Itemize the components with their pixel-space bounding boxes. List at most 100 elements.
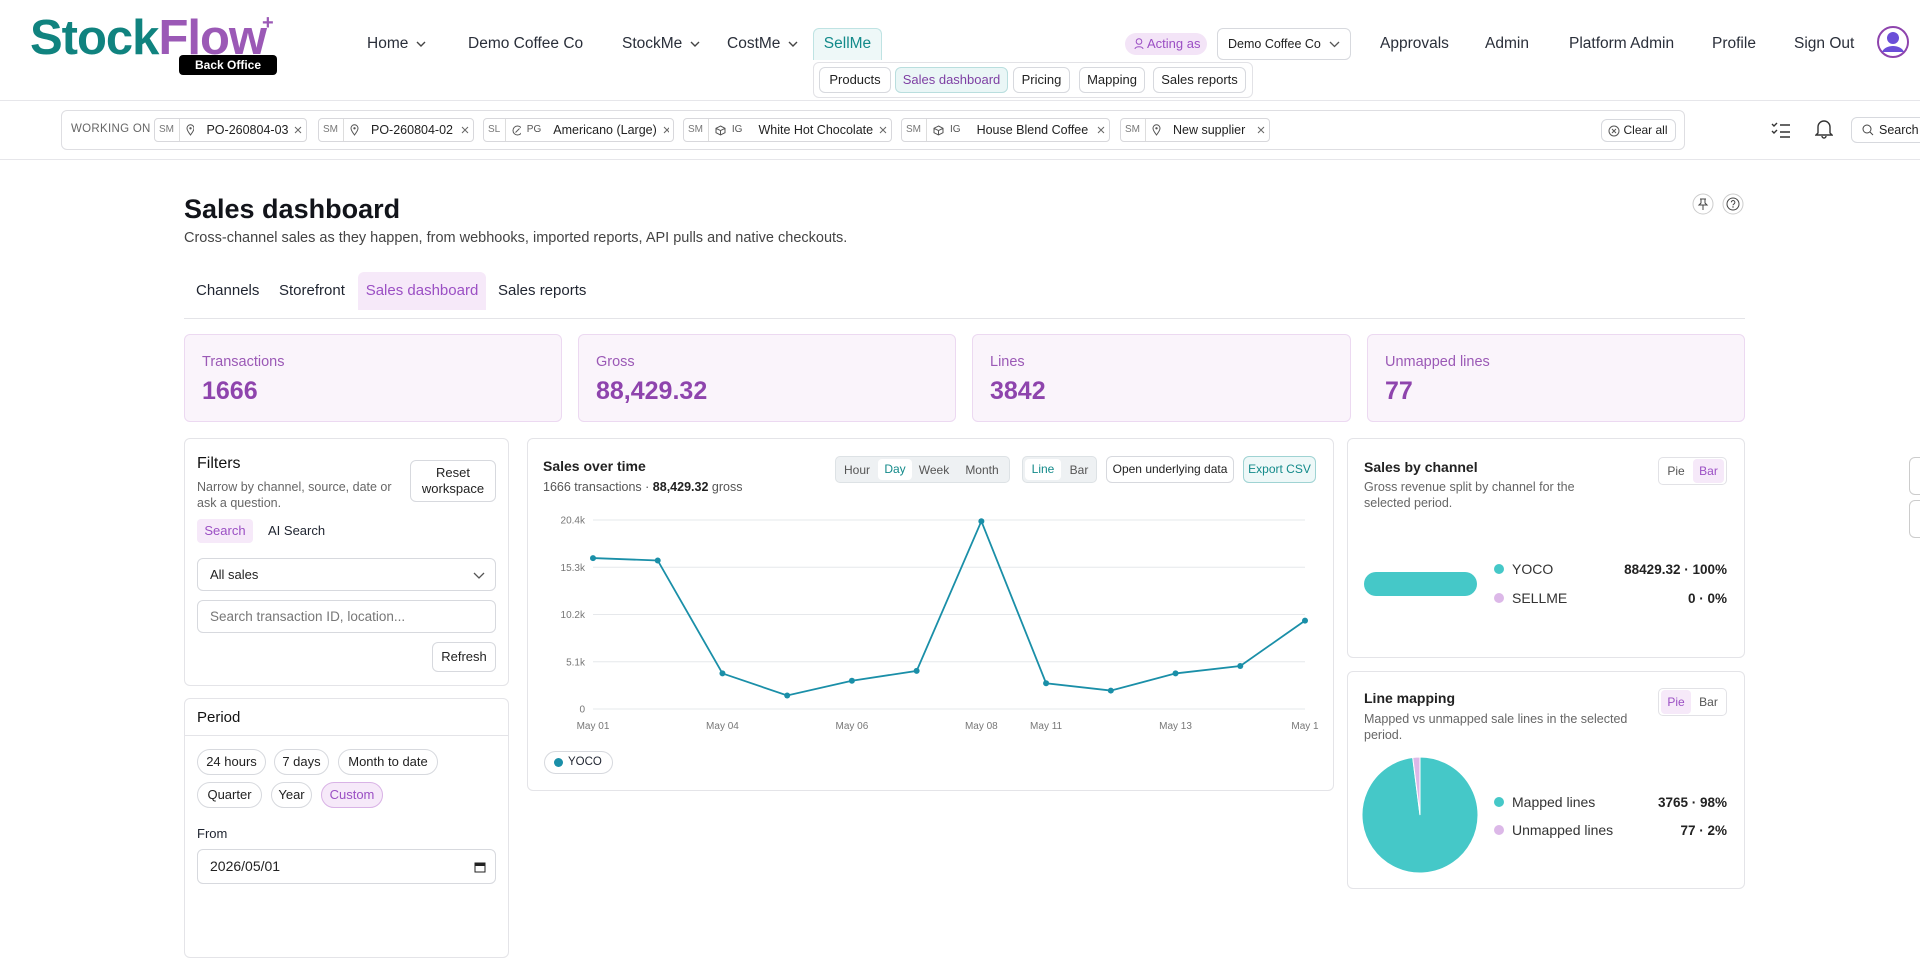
channel-title: Sales by channel [1364, 459, 1478, 475]
nav-item-active[interactable]: SellMe [813, 28, 882, 60]
kpi-label: Lines [990, 354, 1025, 370]
nav-item[interactable]: StockMe [622, 34, 700, 54]
from-date[interactable]: 2026/05/01 [197, 849, 496, 884]
close-icon[interactable] [1097, 126, 1105, 134]
chevron [690, 41, 700, 47]
kpi-label: Transactions [202, 354, 285, 370]
nav-label: StockMe [622, 35, 683, 52]
close-icon[interactable] [461, 126, 469, 134]
granularity-option[interactable]: Month [965, 463, 999, 477]
nav-item[interactable]: Demo Coffee Co [468, 35, 584, 52]
legend-item[interactable]: YOCO [544, 751, 613, 774]
chip-label: Americano (Large) [553, 123, 657, 137]
side-tab[interactable] [1909, 457, 1920, 495]
tab-active[interactable]: Sales dashboard [358, 272, 486, 310]
mode-tab[interactable]: AI Search [268, 523, 326, 538]
kpi-card: Lines 3842 [972, 334, 1351, 422]
pin-button[interactable] [1692, 193, 1714, 215]
kpi-value: 88,429.32 [596, 377, 708, 405]
toggle-option[interactable]: Bar [1699, 695, 1718, 709]
pin-icon [186, 124, 195, 136]
chip[interactable]: SM PO-260804-03 [154, 118, 307, 142]
refresh-button[interactable]: Refresh [432, 642, 496, 672]
calendar-icon [474, 862, 486, 873]
reset-workspace[interactable]: Reset workspace [410, 460, 496, 502]
box-icon [933, 124, 944, 136]
view-option[interactable]: Bar [1069, 463, 1089, 477]
subnav-item[interactable]: Sales reports [1153, 67, 1246, 93]
nav-item[interactable]: Home [367, 34, 426, 54]
close-icon[interactable] [1257, 126, 1265, 134]
toggle-option-active[interactable]: Pie [1661, 690, 1691, 714]
select-label: All sales [210, 567, 259, 582]
tabs-divider [184, 318, 1745, 319]
subnav-item[interactable]: Pricing [1013, 67, 1070, 93]
period-title: Period [197, 709, 241, 726]
chip-label: White Hot Chocolate [758, 123, 874, 137]
granularity-option[interactable]: Week [918, 463, 950, 477]
nav-item[interactable]: CostMe [727, 34, 798, 54]
toggle-option-active[interactable]: Bar [1693, 459, 1724, 483]
toggle-option[interactable]: Pie [1667, 464, 1685, 478]
nav-link[interactable]: Admin [1485, 35, 1529, 52]
nav-link[interactable]: Approvals [1380, 35, 1449, 52]
open-data-button[interactable]: Open underlying data [1106, 456, 1234, 483]
account-select[interactable]: Demo Coffee Co [1217, 28, 1351, 60]
subnav-item[interactable]: Mapping [1079, 67, 1145, 93]
period-preset[interactable]: 7 days [274, 749, 329, 775]
period-preset[interactable]: 24 hours [197, 749, 266, 775]
tasks-icon[interactable] [1771, 121, 1791, 139]
subtitle-part: 88,429.32 [652, 480, 709, 494]
tab[interactable]: Storefront [279, 282, 345, 299]
help-button[interactable] [1722, 193, 1744, 215]
close-icon[interactable] [879, 126, 887, 134]
acting-as-label: Acting as [1147, 36, 1201, 51]
period-preset[interactable]: Year [271, 782, 312, 808]
tab[interactable]: Sales reports [498, 282, 587, 299]
subnav-item-active[interactable]: Sales dashboard [895, 67, 1008, 93]
search-button[interactable]: Search [1851, 117, 1920, 143]
nav-link[interactable]: Platform Admin [1569, 35, 1675, 52]
filters-title: Filters [197, 455, 241, 472]
chevron [416, 41, 426, 47]
chevron [473, 572, 485, 579]
avatar[interactable] [1877, 26, 1909, 58]
user-icon [1134, 38, 1144, 50]
nav-link[interactable]: Sign Out [1794, 35, 1855, 52]
clear-all[interactable]: Clear all [1601, 119, 1676, 142]
page-subtitle: Cross-channel sales as they happen, from… [184, 230, 848, 246]
subnav-item[interactable]: Products [819, 67, 891, 93]
bell-icon[interactable] [1815, 119, 1833, 139]
period-preset-active[interactable]: Custom [321, 782, 383, 808]
nav-label: Home [367, 35, 409, 52]
granularity-option[interactable]: Hour [843, 463, 870, 477]
divider [0, 100, 1920, 101]
mode-tab-active[interactable]: Search [197, 519, 253, 543]
search-input[interactable]: Search transaction ID, location... [197, 600, 496, 633]
export-csv-button[interactable]: Export CSV [1243, 456, 1316, 483]
chip[interactable]: SL PG Americano (Large) [483, 118, 674, 142]
logo[interactable]: StockFlow [30, 12, 267, 64]
sales-select[interactable]: All sales [197, 558, 496, 591]
clear-icon [1608, 125, 1620, 137]
box-icon [715, 124, 726, 136]
period-preset[interactable]: Quarter [197, 782, 262, 808]
chip-label: New supplier [1173, 123, 1246, 137]
close-icon[interactable] [294, 126, 302, 134]
side-tab[interactable] [1909, 500, 1920, 538]
chip[interactable]: SM PO-260804-02 [318, 118, 474, 142]
tag-icon [512, 125, 521, 135]
chip[interactable]: SM IG White Hot Chocolate [683, 118, 892, 142]
view-option-active[interactable]: Line [1025, 459, 1061, 480]
subtitle-part: gross [708, 480, 743, 494]
kpi-label: Unmapped lines [1385, 354, 1490, 370]
period-preset[interactable]: Month to date [338, 749, 438, 775]
chip-label: PO-260804-03 [206, 123, 289, 137]
close-icon[interactable] [663, 126, 669, 134]
nav-link[interactable]: Profile [1712, 35, 1756, 52]
tab[interactable]: Channels [196, 282, 260, 299]
granularity-option-active[interactable]: Day [878, 459, 912, 480]
chip[interactable]: SM New supplier [1120, 118, 1270, 142]
chip[interactable]: SM IG House Blend Coffee [901, 118, 1110, 142]
